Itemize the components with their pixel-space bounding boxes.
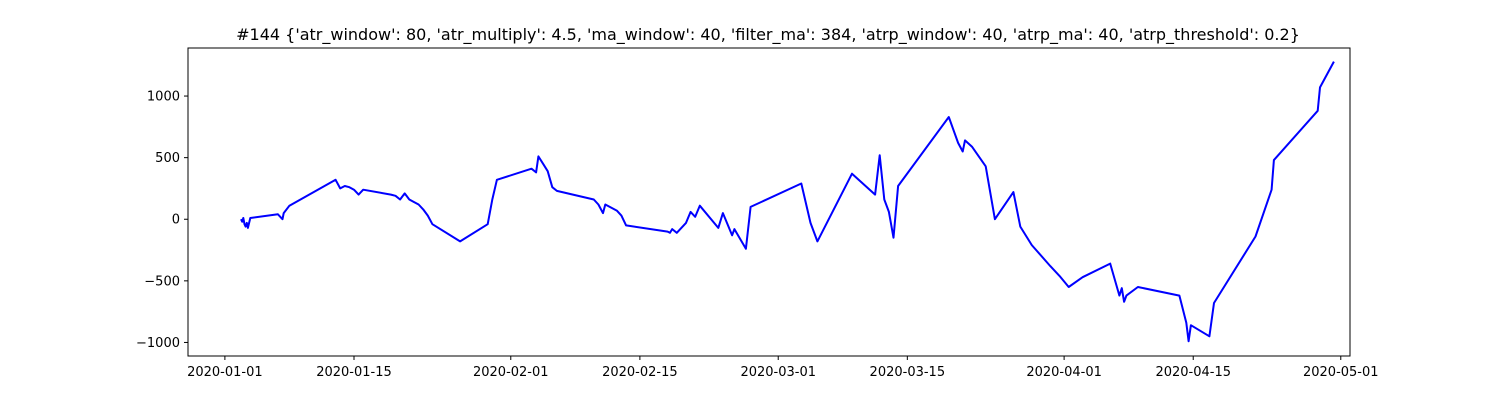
y-tick-label: 1000: [147, 90, 180, 105]
plot-frame: [187, 47, 1351, 357]
y-tick-label: −500: [144, 274, 180, 289]
x-tick-label: 2020-04-15: [1155, 365, 1231, 380]
y-tick-label: 0: [172, 213, 180, 228]
series-line: [240, 61, 1335, 343]
x-tick-label: 2020-05-01: [1303, 365, 1379, 380]
y-tick-label: 500: [155, 151, 180, 166]
x-tick-label: 2020-01-15: [316, 365, 392, 380]
x-tick-label: 2020-03-15: [870, 365, 946, 380]
series-layer: [240, 61, 1335, 343]
chart-title: #144 {'atr_window': 80, 'atr_multiply': …: [236, 25, 1300, 45]
y-tick-label: −1000: [136, 336, 180, 351]
x-tick-label: 2020-01-01: [187, 365, 263, 380]
x-tick-label: 2020-02-15: [602, 365, 678, 380]
x-tick-label: 2020-02-01: [473, 365, 549, 380]
x-axis: 2020-01-01 2020-01-15 2020-02-01 2020-02-15…: [187, 356, 1379, 380]
x-tick-label: 2020-03-01: [740, 365, 816, 380]
x-tick-label: 2020-04-01: [1026, 365, 1102, 380]
y-axis: 1000 500 0 −500 −1000: [136, 90, 188, 351]
